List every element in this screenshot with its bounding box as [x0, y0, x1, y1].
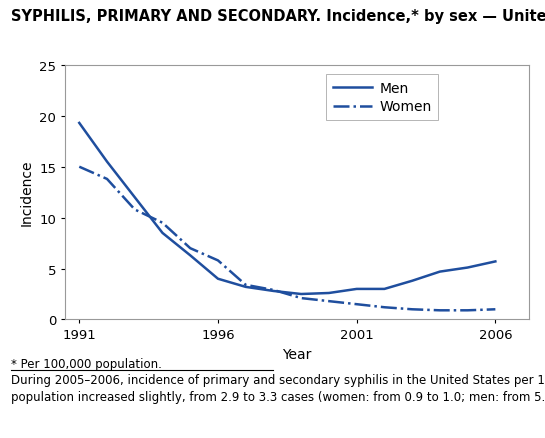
- Legend: Men, Women: Men, Women: [326, 75, 438, 121]
- Text: During 2005–2006, incidence of primary and secondary syphilis in the United Stat: During 2005–2006, incidence of primary a…: [11, 373, 545, 403]
- X-axis label: Year: Year: [282, 347, 312, 361]
- Y-axis label: Incidence: Incidence: [20, 159, 34, 226]
- Text: SYPHILIS, PRIMARY AND SECONDARY. Incidence,* by sex — United States, 1991–2006: SYPHILIS, PRIMARY AND SECONDARY. Inciden…: [11, 9, 545, 24]
- Text: * Per 100,000 population.: * Per 100,000 population.: [11, 357, 162, 370]
